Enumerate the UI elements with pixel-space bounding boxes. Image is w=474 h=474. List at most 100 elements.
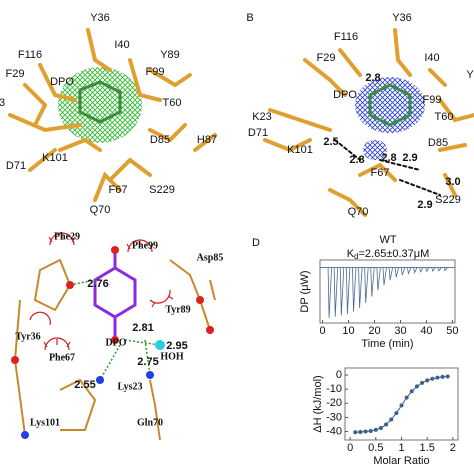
data-point xyxy=(363,429,368,434)
kd-value: =2.65±0.37μM xyxy=(359,248,430,260)
x-axis-label: Time (min) xyxy=(361,338,413,350)
x-axis-label: Molar Ratio xyxy=(373,455,429,467)
residue-label: K101 xyxy=(287,144,313,156)
data-point xyxy=(445,374,450,379)
residue-label: T60 xyxy=(435,111,454,123)
x-tick-label: 30 xyxy=(394,325,406,337)
data-point xyxy=(358,429,363,434)
residue-label: S229 xyxy=(149,184,175,196)
data-point xyxy=(404,395,409,400)
residue-label: Q70 xyxy=(90,204,111,216)
x-tick-label: 1 xyxy=(398,442,404,454)
residue-label: Y89 xyxy=(160,49,180,61)
kd-symbol: K xyxy=(347,248,355,260)
residue-label: Asp85 xyxy=(197,252,224,263)
data-point xyxy=(425,378,430,383)
data-point xyxy=(378,426,383,430)
injection-peak xyxy=(413,267,418,274)
injection-peak xyxy=(327,267,332,318)
y-tick-label: -40 xyxy=(326,425,342,437)
residue-label: K23 xyxy=(252,111,272,123)
x-tick-label: 0.5 xyxy=(368,442,383,454)
residue-label: Gln70 xyxy=(137,417,163,428)
residue-label: H87 xyxy=(197,134,217,146)
injection-peak xyxy=(388,267,393,281)
data-point xyxy=(420,380,425,385)
distance-label: 2.8 xyxy=(349,154,364,166)
data-point xyxy=(389,417,394,422)
residue-label: F116 xyxy=(334,31,358,43)
injection-peak xyxy=(443,267,448,272)
injection-peak xyxy=(382,267,387,286)
y-tick-label: -20 xyxy=(326,397,342,409)
data-point xyxy=(394,411,399,416)
injection-peak xyxy=(419,267,424,273)
residue-label: D85 xyxy=(428,137,448,149)
distance-label: 2.5 xyxy=(323,136,338,148)
residue-label: F29 xyxy=(6,68,25,80)
residue-label: Tyr36 xyxy=(15,331,40,342)
distance-label: 2.8 xyxy=(365,72,380,84)
injection-peak xyxy=(425,267,430,273)
residue-label: K101 xyxy=(42,152,68,164)
water-label: HOH xyxy=(160,351,184,362)
data-point xyxy=(440,374,445,379)
residue-label: Lys23 xyxy=(117,381,142,392)
residue-label: S229 xyxy=(435,194,461,206)
residue-label: Phe99 xyxy=(132,240,158,251)
residue-label: D85 xyxy=(150,134,170,146)
residue-label: T60 xyxy=(163,97,182,109)
panel-b-structure xyxy=(263,28,474,217)
residue-label: Q70 xyxy=(348,206,369,218)
residue-label: 3 xyxy=(0,97,5,109)
y-tick-label: -30 xyxy=(326,411,342,423)
data-point xyxy=(414,384,419,389)
residue-label: F116 xyxy=(18,49,42,61)
residue-label: F99 xyxy=(423,94,442,106)
injection-peak xyxy=(370,267,375,297)
ligand-label: DPO xyxy=(105,337,126,348)
residue-label: DPO xyxy=(50,76,74,88)
x-tick-label: 1.5 xyxy=(420,442,435,454)
y-tick-label: -10 xyxy=(326,383,342,395)
residue-label: F67 xyxy=(371,167,390,179)
x-tick-label: 0 xyxy=(347,442,353,454)
injection-peak xyxy=(345,267,351,315)
residue-label: D71 xyxy=(6,160,26,172)
data-point xyxy=(435,375,440,380)
distance-label: 2.76 xyxy=(87,278,108,290)
residue-label: I40 xyxy=(424,52,439,64)
injection-peak xyxy=(431,267,436,273)
kd-subscript: d xyxy=(354,252,358,261)
data-point xyxy=(409,389,414,394)
residue-label: F99 xyxy=(146,66,165,78)
distance-label: 2.55 xyxy=(74,379,95,391)
distance-label: 2.95 xyxy=(166,340,187,352)
distance-label: 2.8 xyxy=(381,152,396,164)
panel-c-ligplot xyxy=(11,232,216,441)
residue-label: D71 xyxy=(248,127,268,139)
y-tick-label: 0 xyxy=(336,369,342,381)
injection-peak xyxy=(407,267,412,276)
distance-label: 2.9 xyxy=(417,199,432,211)
injection-peak xyxy=(376,267,381,291)
x-tick-label: 40 xyxy=(420,325,432,337)
injection-peak xyxy=(394,267,400,278)
chart-title: WT xyxy=(379,234,396,246)
residue-label: I40 xyxy=(114,39,129,51)
injection-peak xyxy=(400,267,406,276)
panel-label: B xyxy=(246,12,253,24)
panel-label: D xyxy=(252,237,260,249)
y-axis-label: DP (μW) xyxy=(299,270,311,312)
distance-label: 2.81 xyxy=(132,322,153,334)
data-point xyxy=(373,427,378,432)
distance-label: 3.0 xyxy=(445,176,460,188)
residue-label: Lys101 xyxy=(30,417,60,428)
residue-label: F29 xyxy=(317,52,336,64)
residue-label: DPO xyxy=(333,89,357,101)
data-point xyxy=(399,403,404,408)
data-point xyxy=(430,376,435,381)
kd-label: Kd=2.65±0.37μM xyxy=(347,248,430,261)
residue-label: Y xyxy=(466,69,474,81)
data-point xyxy=(368,428,373,433)
